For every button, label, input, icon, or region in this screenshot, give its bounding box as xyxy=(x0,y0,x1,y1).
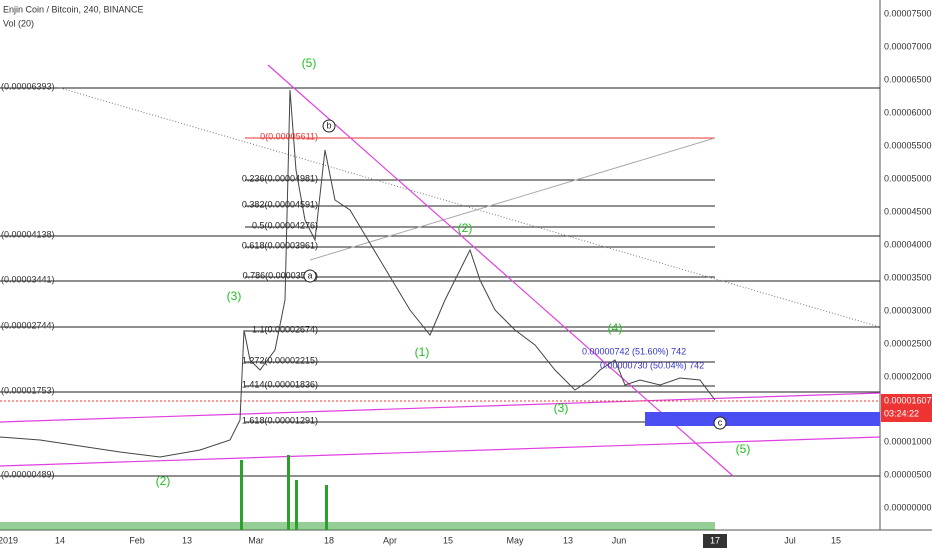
price-label: 0.00007000 xyxy=(884,41,932,51)
fib-label: 0(0.00005611) xyxy=(260,131,318,141)
level-label: (0.00001753) xyxy=(1,385,55,395)
time-axis: 2019 14 Feb 13 Mar 18 Apr 15 May 13 Jun 17 Jul 15 xyxy=(0,534,841,548)
volume-bar xyxy=(295,480,298,530)
levels xyxy=(0,87,880,477)
wave-label: (2) xyxy=(458,221,473,235)
date-label: 15 xyxy=(831,535,841,545)
price-label: 0.00006500 xyxy=(884,74,932,84)
annotations: (0.00006393) (0.00004138) (0.00003441) (0.0… xyxy=(1,56,750,488)
fib-label: 0.618(0.00003961) xyxy=(242,240,318,250)
date-label: Jul xyxy=(784,535,796,545)
volume-base xyxy=(0,522,715,530)
price-label: 0.00004000 xyxy=(884,239,932,249)
target-zone xyxy=(645,412,880,426)
volume-bar xyxy=(325,485,328,530)
date-label: Mar xyxy=(248,535,264,545)
price-label: 0.00004500 xyxy=(884,206,932,216)
channel-line xyxy=(0,392,881,423)
volume xyxy=(0,455,715,530)
wave-label: (5) xyxy=(736,442,751,456)
countdown: 03:24:22 xyxy=(884,408,919,418)
date-label: 13 xyxy=(563,535,573,545)
fib-label: 1.618(0.00001291) xyxy=(242,415,318,425)
wave-label: (5) xyxy=(302,56,317,70)
price-axis: 0.00007500 0.00007000 0.00006500 0.00006000… xyxy=(884,8,932,512)
date-label: 13 xyxy=(182,535,192,545)
date-label: 15 xyxy=(443,535,453,545)
level-label: (0.00003441) xyxy=(1,274,55,284)
date-label: 17 xyxy=(710,535,720,545)
last-price-badge xyxy=(881,394,932,422)
channel-line xyxy=(0,436,881,467)
level-label: (0.00002744) xyxy=(1,320,55,330)
price-label: 0.00003000 xyxy=(884,305,932,315)
date-label: Feb xyxy=(129,535,145,545)
price-label: 0.00002000 xyxy=(884,371,932,381)
price-label: 0.00007500 xyxy=(884,8,932,18)
date-label: 18 xyxy=(324,535,334,545)
date-label: 2019 xyxy=(0,535,18,545)
wave-label: (3) xyxy=(227,289,242,303)
current-date-box xyxy=(703,534,727,548)
point-label: c xyxy=(718,417,723,427)
fib-label: 0.236(0.00004981) xyxy=(242,173,318,183)
trend-line xyxy=(267,64,734,477)
point-marker xyxy=(713,416,727,430)
title: Enjin Coin / Bitcoin, 240, BINANCE xyxy=(3,4,144,14)
price-label: 0.00003500 xyxy=(884,272,932,282)
price-label: 0.00000500 xyxy=(884,469,932,479)
last-price: 0.00001607 xyxy=(884,395,932,405)
level-label: (0.00006393) xyxy=(1,81,55,91)
wave-label: (4) xyxy=(608,321,623,335)
price-label: 0.00005500 xyxy=(884,140,932,150)
indicator-label: Vol (20) xyxy=(3,18,34,28)
trend-line xyxy=(309,137,716,261)
point-label: a xyxy=(307,270,312,280)
wave-label: (3) xyxy=(554,401,569,415)
price-label: 0.00005000 xyxy=(884,173,932,183)
fib-label: 0.5(0.00004276) xyxy=(252,220,318,230)
fib-label: 1.1(0.00002674) xyxy=(252,324,318,334)
point-marker xyxy=(322,119,336,133)
volume-bar xyxy=(287,455,290,530)
level-label: (0.00004138) xyxy=(1,229,55,239)
date-label: May xyxy=(506,535,524,545)
measure-label: 0.00000742 (51.60%) 742 xyxy=(582,346,686,356)
trend-line xyxy=(59,87,881,328)
level-label: (0.00000489) xyxy=(1,469,55,479)
price-label: 0.00001000 xyxy=(884,436,932,446)
date-label: Apr xyxy=(383,535,397,545)
fib-label: 0.382(0.00004591) xyxy=(242,199,318,209)
date-label: Jun xyxy=(612,535,627,545)
volume-bar xyxy=(240,460,243,530)
point-label: b xyxy=(326,120,331,130)
price-trace xyxy=(0,89,716,458)
price-label: 0.00006000 xyxy=(884,107,932,117)
fib-label: 1.272(0.00002215) xyxy=(242,355,318,365)
wave-label: (2) xyxy=(156,474,171,488)
price-label: 0.00002500 xyxy=(884,338,932,348)
measure-label: 0.00000730 (50.04%) 742 xyxy=(600,360,704,370)
price-label: 0.00000000 xyxy=(884,502,932,512)
fib-label: 1.414(0.00001836) xyxy=(242,379,318,389)
date-label: 14 xyxy=(55,535,65,545)
point-marker xyxy=(303,269,317,283)
wave-label: (1) xyxy=(415,345,430,359)
fib-label: 0.786(0.00003511) xyxy=(243,270,318,280)
